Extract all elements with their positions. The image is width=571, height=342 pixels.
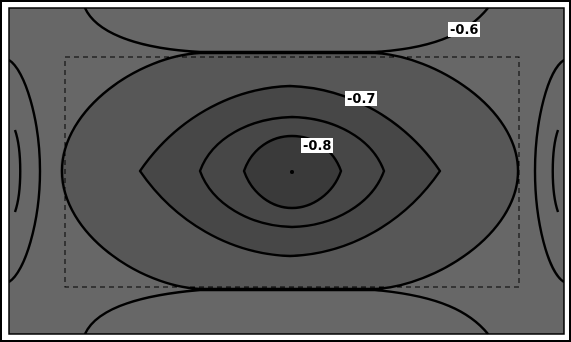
contour-line-minus-0-8 bbox=[242, 134, 343, 210]
center-point bbox=[290, 170, 294, 174]
contour-label-minus-0-8: -0.8 bbox=[301, 138, 333, 154]
svg-text:-0.6: -0.6 bbox=[450, 23, 478, 38]
svg-text:-0.8: -0.8 bbox=[303, 139, 331, 154]
contour-label-minus-0-6: -0.6 bbox=[448, 22, 480, 38]
dashed-rectangle bbox=[64, 56, 520, 288]
contour-line-minus-0-7 bbox=[138, 84, 442, 258]
contour-line-minus-0-6-main bbox=[60, 51, 520, 291]
svg-text:-0.7: -0.7 bbox=[347, 92, 375, 107]
contour-line-minus-0-75 bbox=[198, 115, 386, 229]
contour-label-minus-0-7: -0.7 bbox=[345, 91, 377, 107]
